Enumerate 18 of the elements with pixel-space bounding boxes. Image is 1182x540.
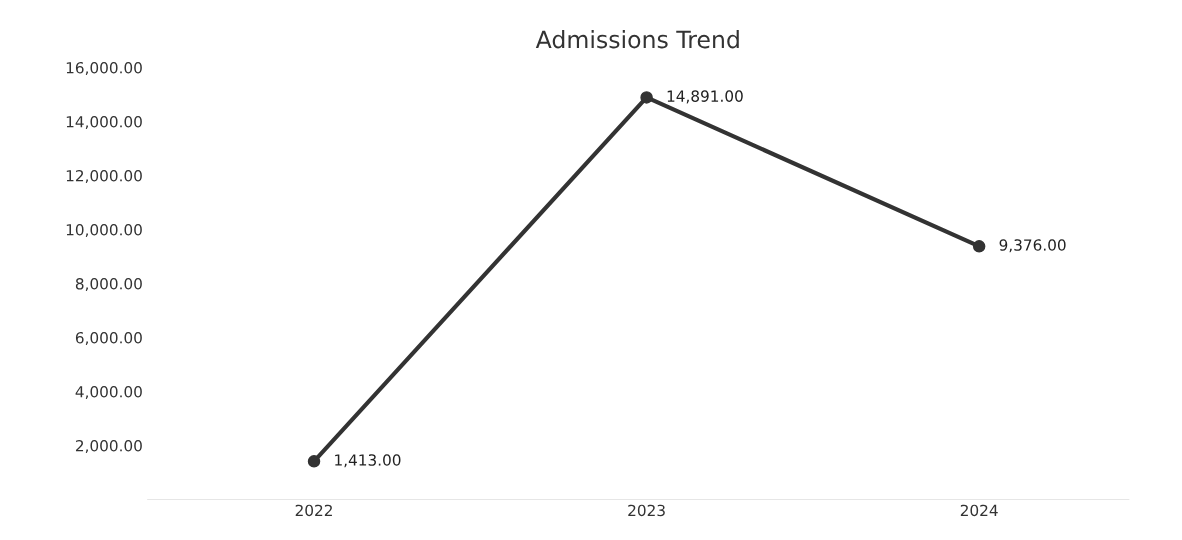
y-tick-label: 12,000.00 (66, 169, 142, 184)
point (640, 91, 653, 104)
x-tick-label: 2024 (960, 504, 998, 517)
y-tick-label: 4,000.00 (75, 385, 142, 400)
y-tick-label: 8,000.00 (75, 277, 142, 292)
data-label: 1,413.00 (335, 454, 401, 468)
y-tick-label: 2,000.00 (75, 439, 142, 454)
data-label: 14,891.00 (667, 90, 743, 104)
point (972, 240, 986, 253)
y-tick-label: 10,000.00 (66, 223, 142, 238)
y-tick-label: 14,000.00 (66, 115, 142, 130)
y-tick-label: 6,000.00 (75, 331, 142, 346)
x-tick-label: 2022 (295, 504, 332, 517)
chart-title: Admissions Trend (535, 30, 739, 49)
point (307, 455, 321, 468)
data-label: 9,376.00 (999, 239, 1066, 253)
x-tick-label: 2023 (628, 504, 665, 517)
y-tick-label: 16,000.00 (66, 61, 142, 76)
